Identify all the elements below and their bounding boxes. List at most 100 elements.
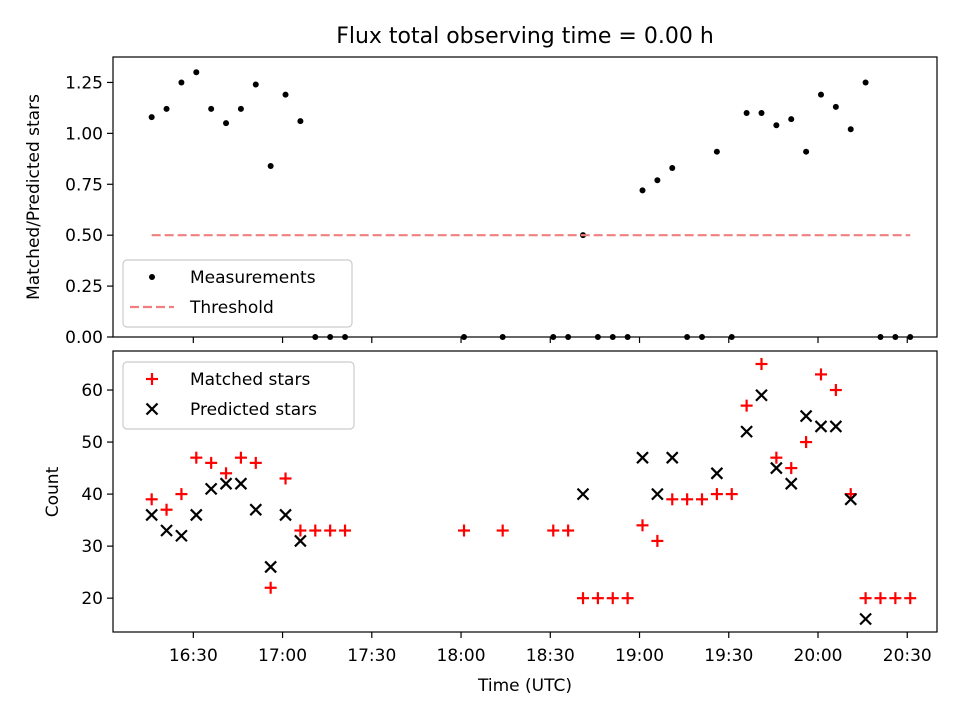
measurement-point — [461, 334, 468, 340]
series-measurements — [148, 69, 914, 340]
predicted-point — [160, 524, 173, 537]
predicted-point — [844, 493, 858, 506]
matched-point — [294, 524, 307, 537]
measurement-point — [282, 91, 289, 98]
predicted-point — [710, 467, 724, 480]
matched-point — [205, 456, 218, 469]
matched-point — [309, 524, 322, 537]
plot-frame — [112, 350, 938, 633]
y-tick-label: 40 — [81, 485, 103, 505]
legend: Matched stars Predicted stars — [122, 361, 355, 430]
matched-point — [710, 488, 723, 501]
matched-point — [681, 493, 694, 506]
predicted-point — [219, 477, 233, 490]
measurement-point — [267, 162, 274, 169]
predicted-point — [576, 487, 590, 501]
measurement-point — [788, 116, 795, 123]
measurement-point — [594, 334, 601, 340]
predicted-point — [740, 425, 753, 438]
y-tick-label: 1.25 — [65, 73, 103, 93]
matched-point — [666, 493, 679, 506]
legend-label: Matched stars — [190, 370, 310, 390]
top-y-axis-label: Matched/Predicted stars — [24, 94, 44, 300]
x-tick-label: 17:30 — [347, 646, 396, 666]
matched-point — [234, 451, 247, 464]
predicted-point — [279, 508, 292, 522]
measurement-point — [148, 114, 155, 121]
measurement-point — [237, 105, 244, 112]
measurement-point — [862, 79, 869, 86]
matched-point — [547, 524, 560, 537]
predicted-point — [770, 461, 783, 475]
matched-point — [725, 488, 738, 501]
measurement-point — [312, 334, 319, 340]
measurement-point — [907, 334, 914, 340]
chart-title: Flux total observing time = 0.00 h — [336, 24, 714, 49]
predicted-point — [651, 487, 664, 501]
measurement-point — [639, 187, 646, 194]
x-tick-label: 19:00 — [615, 646, 664, 666]
measurement-point — [163, 105, 170, 112]
measurement-point — [550, 334, 557, 340]
matched-point — [496, 524, 509, 537]
legend-label: Measurements — [190, 268, 316, 288]
predicted-point — [175, 529, 188, 543]
x-tick-label: 20:30 — [883, 646, 932, 666]
series-predicted-stars — [145, 388, 872, 626]
measurement-point — [803, 148, 810, 155]
measurement-point — [698, 334, 705, 340]
matched-point — [324, 524, 337, 537]
matched-point — [606, 592, 619, 605]
measurement-point — [208, 105, 215, 112]
matched-point — [591, 592, 604, 605]
y-tick-label: 0.00 — [65, 328, 103, 348]
matched-point — [695, 493, 708, 506]
matched-point — [636, 519, 649, 532]
predicted-point — [636, 451, 649, 464]
x-tick-label: 17:00 — [258, 646, 307, 666]
matched-point — [264, 581, 277, 594]
x-tick-label: 20:00 — [794, 646, 843, 666]
predicted-point — [190, 508, 203, 522]
measurement-point — [499, 334, 506, 340]
ratio-panel: 0.00 0.25 0.50 0.75 1.00 1.25 Measurements Thre… — [65, 56, 938, 348]
matched-point — [145, 493, 158, 506]
predicted-point — [145, 508, 158, 522]
matched-point — [755, 358, 768, 371]
series-matched-stars — [145, 358, 917, 605]
measurement-point — [832, 103, 839, 110]
y-tick-label: 1.00 — [65, 124, 103, 144]
measurement-point — [297, 118, 304, 125]
predicted-point — [755, 388, 768, 402]
measurement-point — [178, 79, 185, 86]
measurement-point — [654, 177, 661, 184]
measurement-point — [565, 334, 572, 340]
x-tick-label: 18:30 — [526, 646, 575, 666]
predicted-point — [264, 560, 277, 574]
matched-point — [220, 467, 233, 480]
predicted-point — [294, 534, 307, 548]
legend-marker — [146, 373, 158, 385]
matched-point — [800, 436, 813, 449]
matched-point — [859, 592, 872, 605]
predicted-point — [234, 477, 248, 490]
predicted-point — [784, 477, 798, 490]
matched-point — [160, 503, 173, 516]
predicted-point — [829, 420, 843, 433]
matched-point — [279, 472, 292, 485]
measurement-point — [609, 334, 616, 340]
predicted-point — [859, 612, 872, 626]
matched-point — [785, 462, 798, 475]
matched-point — [577, 592, 590, 605]
measurement-point — [773, 122, 780, 129]
predicted-point — [665, 451, 679, 464]
measurement-point — [669, 164, 676, 171]
matched-point — [458, 524, 471, 537]
measurement-point — [728, 334, 735, 340]
plot-frame — [112, 56, 938, 338]
measurement-point — [713, 148, 720, 155]
y-tick-label: 50 — [81, 433, 103, 453]
matched-point — [339, 524, 352, 537]
measurement-point — [758, 110, 765, 116]
